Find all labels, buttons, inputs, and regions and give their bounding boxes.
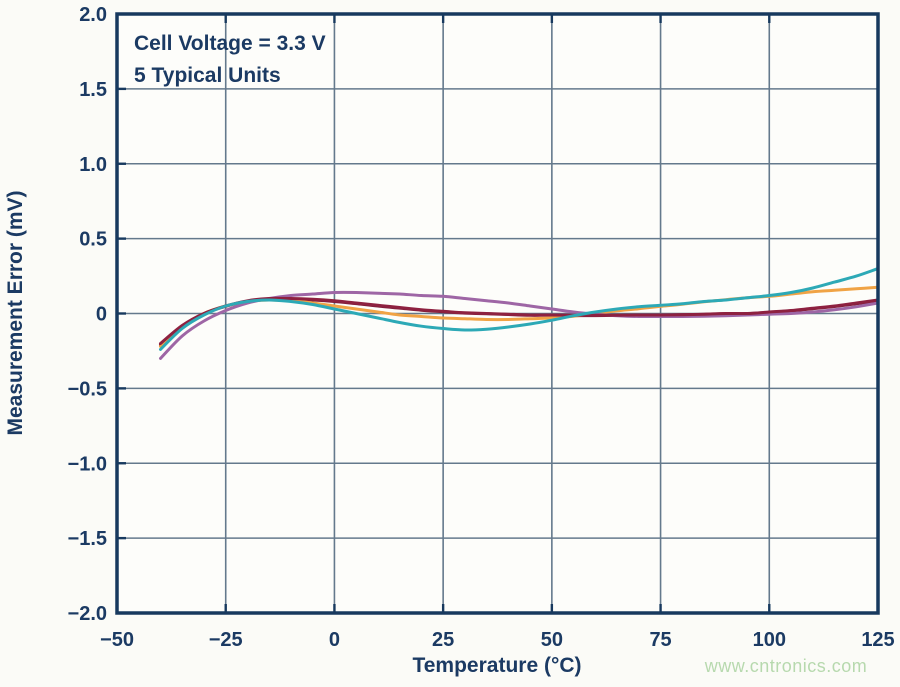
y-tick-label: 0.5 — [79, 229, 107, 251]
axis-ticks — [117, 14, 771, 613]
annotation-cell-voltage: Cell Voltage = 3.3 V — [134, 32, 326, 55]
x-tick-labels: −50 −25 0 25 50 75 100 125 — [100, 629, 895, 651]
y-tick-label: −0.5 — [68, 378, 107, 400]
x-tick-label: −25 — [209, 629, 243, 651]
x-tick-label: 125 — [861, 629, 894, 651]
x-tick-label: −50 — [100, 629, 134, 651]
y-tick-label: 1.5 — [79, 79, 107, 101]
y-tick-label: 0 — [96, 304, 107, 326]
x-tick-label: 75 — [649, 629, 671, 651]
y-tick-label: 2.0 — [79, 4, 107, 26]
y-tick-label: 1.0 — [79, 154, 107, 176]
x-tick-label: 0 — [329, 629, 340, 651]
curve-unit-5 — [159, 267, 880, 351]
y-tick-label: −1.0 — [68, 453, 107, 475]
y-tick-label: −1.5 — [68, 528, 107, 550]
curve-unit-3 — [159, 290, 880, 360]
x-tick-label: 25 — [432, 629, 454, 651]
y-tick-label: −2.0 — [68, 603, 107, 625]
watermark: www.cntronics.com — [704, 656, 868, 676]
x-tick-label: 50 — [541, 629, 563, 651]
x-axis-title: Temperature (°C) — [412, 654, 581, 677]
y-axis-title: Measurement Error (mV) — [4, 190, 27, 435]
x-tick-label: 100 — [753, 629, 786, 651]
data-curves — [159, 267, 880, 360]
y-tick-labels: 2.0 1.5 1.0 0.5 0 −0.5 −1.0 −1.5 −2.0 — [68, 4, 107, 625]
annotation-typical-units: 5 Typical Units — [134, 64, 281, 87]
curve-unit-4 — [159, 296, 880, 345]
